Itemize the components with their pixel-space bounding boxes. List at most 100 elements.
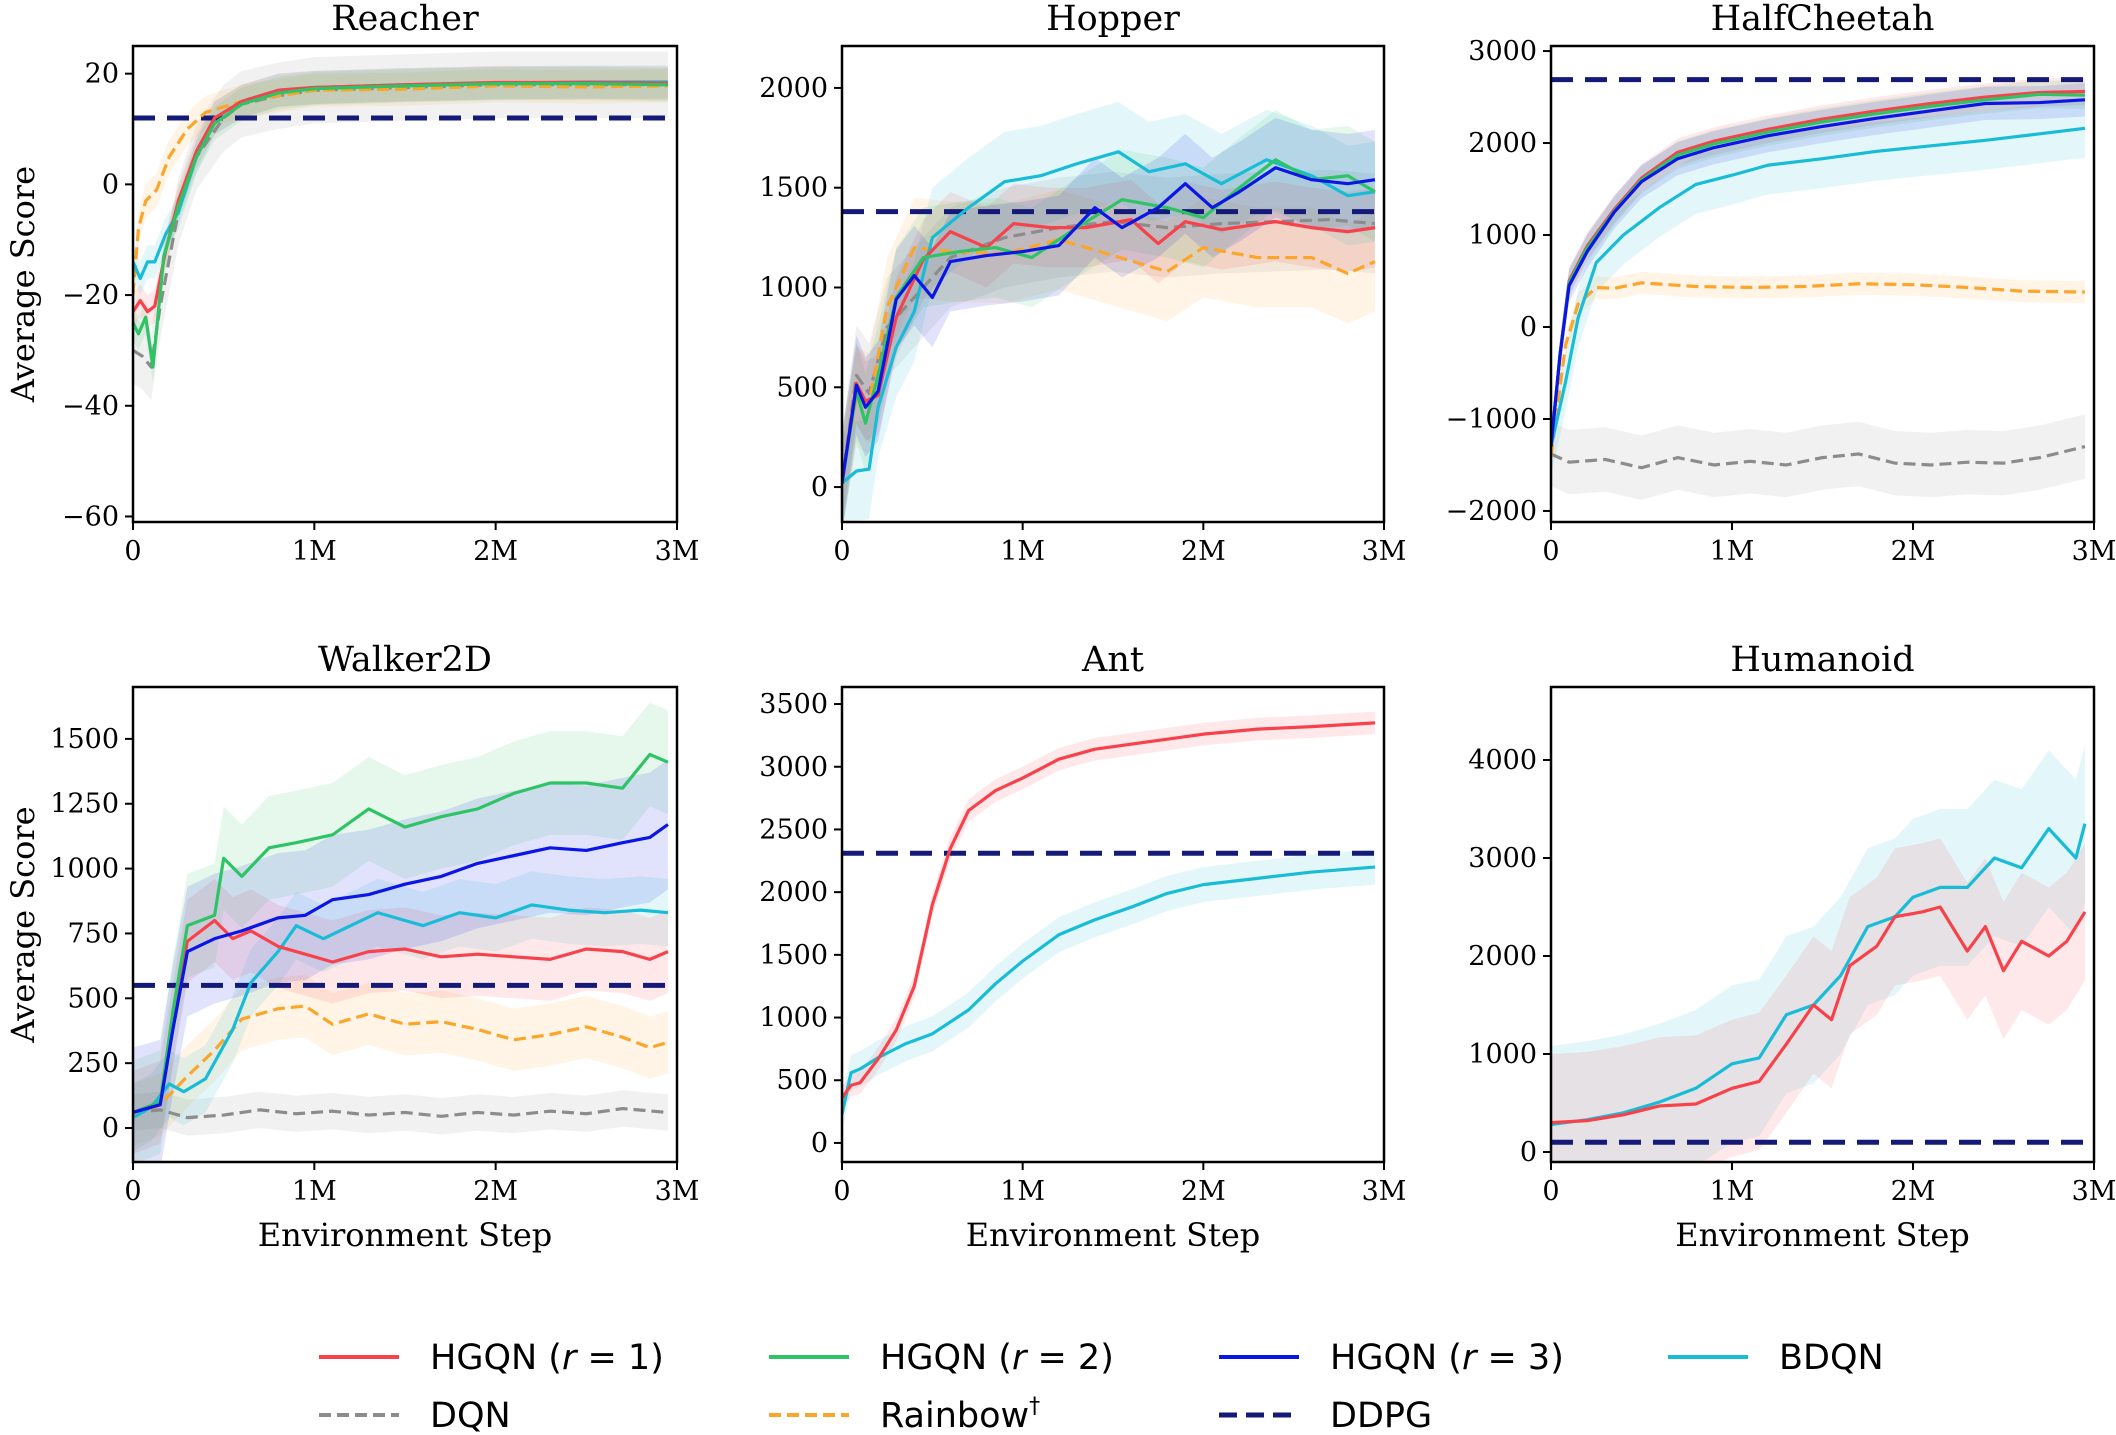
y-tick-label: −40 [62,391,119,422]
x-tick-label: 0 [124,536,141,567]
band-hgqn1 [133,878,668,1154]
series-hgqn3 [842,166,1376,484]
plot-area [1551,745,2094,1162]
y-tick-label: 1250 [50,789,119,820]
x-axis-label: Environment Step [1675,1216,1970,1254]
legend-item-hgqn2: HGQN (r = 2) [769,1338,1114,1378]
series-bdqn [842,150,1376,485]
y-tick-label: −60 [62,501,119,532]
axes-frame [1549,44,2096,524]
legend-item-bdqn: BDQN [1668,1338,1884,1378]
x-tick-label: 0 [124,1176,141,1207]
panel-title: Hopper [1046,0,1180,39]
x-tick-label: 0 [833,1176,850,1207]
legend: HGQN (r = 1) HGQN (r = 2) HGQN (r = 3) BDQN… [319,1338,1884,1435]
plot-area [1551,77,2094,500]
axes-frame [840,44,1386,524]
x-tick-label: 2M [1891,536,1936,567]
y-tick-label: 20 [85,59,119,90]
panel-walker2d: 0 1M 2M 3M 0 250 500 750 1000 1250 1500 Walker2D Env… [4,640,699,1254]
x-tick-label: 3M [655,1176,700,1207]
series-hgqn1 [133,918,669,1114]
y-tick-label: 0 [811,472,828,503]
panel-title: Ant [1081,640,1144,680]
y-tick-label: 1500 [50,724,119,755]
y-tick-label: 1500 [759,173,828,204]
y-tick-label: −20 [62,280,119,311]
x-tick-label: 1M [1000,1176,1045,1207]
legend-label: HGQN (r = 2) [880,1338,1114,1378]
y-tick-label: 3000 [1468,843,1537,874]
series-bdqn [1551,126,2086,447]
legend-label: HGQN (r = 3) [1330,1338,1564,1378]
y-tick-label: 2000 [1468,941,1537,972]
series-hgqn1 [842,721,1376,1099]
legend-label: DDPG [1330,1396,1432,1435]
band-rainbow [842,189,1375,522]
band-rainbow [133,974,668,1147]
series-dqn [133,1106,669,1120]
series-rainbow [133,84,668,296]
x-tick-label: 3M [655,536,700,567]
series-hgqn2 [842,158,1376,484]
legend-item-ddpg: DDPG [1219,1396,1432,1435]
series-hgqn3 [1551,98,2086,447]
panel-title: HalfCheetah [1711,0,1935,39]
series-bdqn [133,903,669,1120]
y-tick-label: 2500 [759,814,828,845]
panel-reacher: 0 1M 2M 3M −60 −40 −20 0 20 Reacher Average Score [4,0,699,567]
x-tick-label: 1M [1710,1176,1755,1207]
band-hgqn1 [133,65,668,329]
axes-frame [840,685,1386,1164]
band-hgqn3 [842,117,1375,522]
series-hgqn2 [133,752,669,1114]
y-tick-label: 2000 [759,877,828,908]
legend-label: BDQN [1779,1338,1884,1378]
y-tick-label: 500 [67,983,119,1014]
x-tick-label: 3M [1362,1176,1407,1207]
y-axis-label: Average Score [4,806,42,1043]
plot-area [842,101,1384,522]
y-tick-label: 3000 [759,752,828,783]
legend-item-hgqn3: HGQN (r = 3) [1219,1338,1564,1378]
y-tick-label: −1000 [1446,404,1537,435]
plot-area [133,702,677,1162]
series-hgqn3 [133,823,669,1114]
y-axis-label: Average Score [4,166,42,403]
x-tick-label: 0 [1542,536,1559,567]
axes-frame [1549,685,2096,1164]
y-tick-label: 2000 [759,73,828,104]
axes-frame [131,44,679,524]
band-hgqn1 [842,711,1375,1110]
y-tick-label: 0 [1520,312,1537,343]
y-tick-label: 500 [776,1065,828,1096]
series-hgqn1 [842,218,1376,484]
y-tick-label: 250 [67,1048,119,1079]
band-hgqn1 [842,179,1375,522]
panel-title: Walker2D [318,640,492,680]
band-bdqn [842,849,1375,1132]
x-tick-label: 3M [2072,1176,2116,1207]
x-tick-label: 2M [473,1176,518,1207]
band-dqn [133,1090,668,1136]
band-hgqn2 [133,67,668,384]
legend-item-dqn: DQN [319,1396,511,1435]
series-rainbow [842,237,1376,482]
y-tick-label: 1000 [759,272,828,303]
plot-area [133,51,677,401]
panel-ant: 0 1M 2M 3M 0 500 1000 1500 2000 2500 3000 3500 Ant En… [759,640,1406,1254]
band-bdqn [133,65,668,296]
series-rainbow [1551,281,2085,456]
y-tick-label: 0 [811,1128,828,1159]
band-hgqn3 [133,759,668,1162]
panel-humanoid: 0 1M 2M 3M 0 1000 2000 3000 4000 Humanoid Environm… [1468,640,2116,1254]
y-tick-label: 1000 [1468,220,1537,251]
y-tick-label: 0 [102,169,119,200]
panel-title: Humanoid [1730,640,1914,680]
series-bdqn [1551,823,2087,1127]
axes-frame [131,685,679,1164]
y-tick-label: 1000 [759,1003,828,1034]
y-tick-label: 1000 [50,854,119,885]
panel-halfcheetah: 0 1M 2M 3M −2000 −1000 0 1000 2000 3000 HalfCheeta… [1446,0,2116,567]
